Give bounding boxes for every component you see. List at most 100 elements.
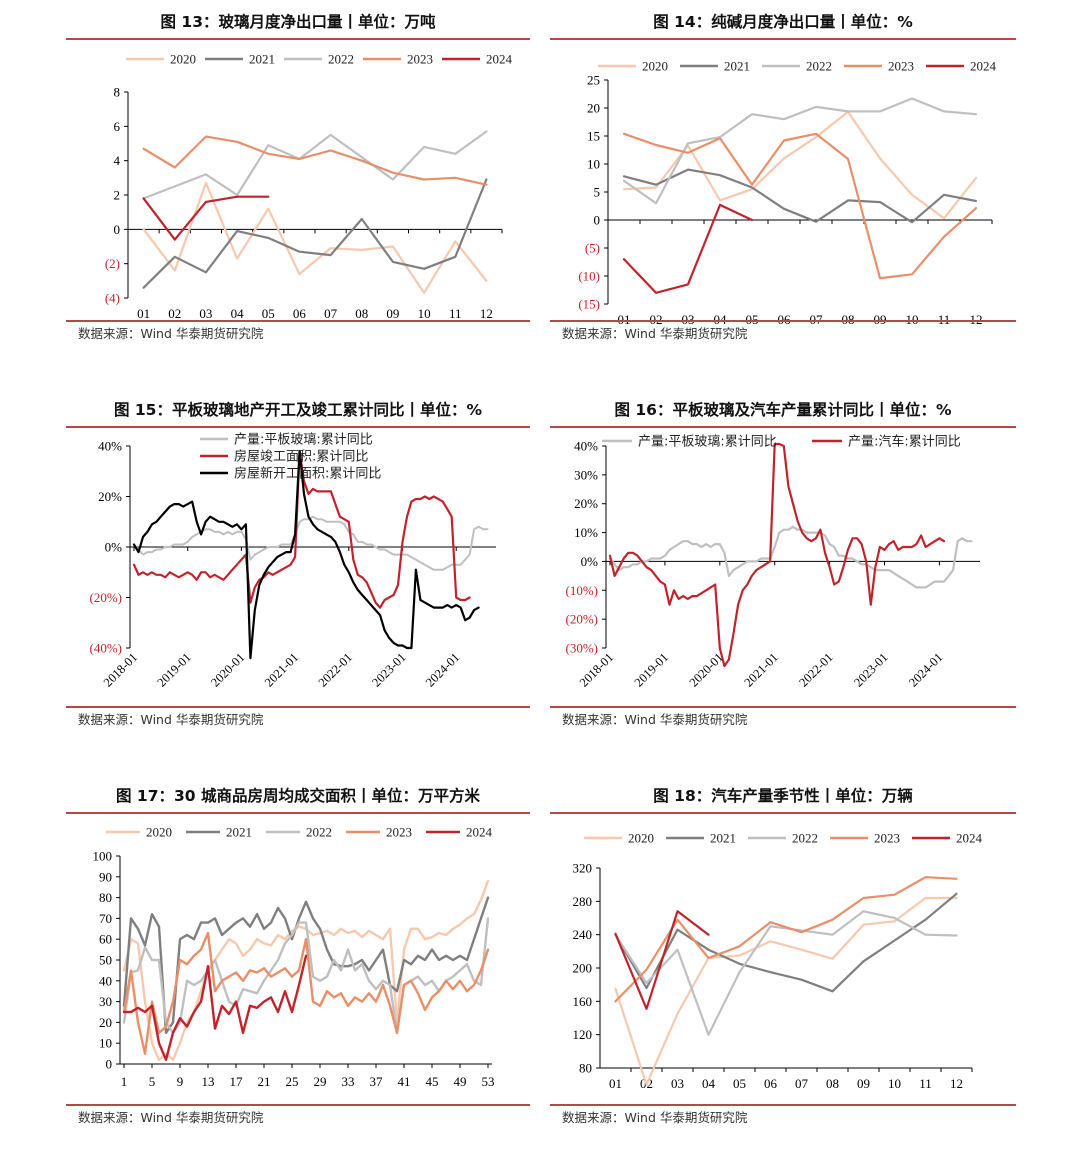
- x-tick-label: 41: [398, 1074, 411, 1089]
- y-tick-label: (5): [585, 241, 600, 256]
- x-tick-label: 04: [714, 312, 728, 327]
- series-line-4: [614, 910, 710, 1010]
- y-tick-label: 20: [587, 101, 600, 116]
- legend-label: 房屋竣工面积:累计同比: [234, 449, 368, 465]
- panel-figure-18: 图 18：汽车产量季节性丨单位：万辆 320 280 240 200 160 120 80 0…: [550, 784, 1016, 1130]
- series-line-4: [622, 203, 754, 294]
- source-note: 数据来源：Wind 华泰期货研究院: [78, 1110, 264, 1125]
- y-tick-label: (10): [578, 269, 600, 284]
- title-rule: [66, 38, 530, 40]
- x-tick-label: 2018-01: [577, 650, 616, 689]
- x-tick-label: 21: [258, 1074, 271, 1089]
- legend-label: 2022: [806, 59, 832, 74]
- x-tick-label: 2021-01: [262, 650, 301, 689]
- legend-label: 2020: [146, 825, 172, 840]
- series-line-1: [122, 896, 490, 1035]
- x-tick-label: 07: [324, 306, 338, 321]
- panel-figure-17: 图 17：30 城商品房周均成交面积丨单位：万平方米 100 90 80 70 60 50…: [66, 784, 530, 1130]
- x-tick-label: 2024-01: [423, 650, 462, 689]
- y-tick-label: 0%: [581, 554, 599, 569]
- chart-svg: 8 6 4 2 0 (2) (4) 01 02 03 04 05 06 07 08 09 10 11 12 2020 2…: [105, 52, 513, 322]
- x-tick-label: 2019-01: [154, 650, 193, 689]
- title-rule: [550, 38, 1016, 40]
- panel-figure-15: 图 15：平板玻璃地产开工及竣工累计同比丨单位：% 40% 20% 0% (20%) (…: [66, 398, 530, 734]
- x-tick-label: 05: [746, 312, 759, 327]
- legend-label: 2021: [226, 825, 252, 840]
- source-note: 数据来源：Wind 华泰期货研究院: [78, 326, 264, 341]
- chart-svg: 40% 20% 0% (20%) (40%)2018-01 2019-01 2020-01 2…: [90, 433, 496, 690]
- x-tick-label: 04: [231, 306, 245, 321]
- series-line-4: [122, 954, 308, 1062]
- chart-title: 图 16：平板玻璃及汽车产量累计同比丨单位：%: [614, 401, 952, 419]
- y-tick-label: 20%: [574, 496, 598, 511]
- series-line-2: [142, 130, 488, 200]
- y-tick-label: 50: [99, 953, 112, 968]
- y-tick-label: (30%): [566, 641, 599, 656]
- x-tick-label: 01: [137, 306, 150, 321]
- y-tick-label: 80: [579, 1061, 592, 1076]
- series-line-3: [614, 876, 958, 1003]
- y-tick-label: 10%: [574, 525, 598, 540]
- y-tick-label: 5: [594, 185, 601, 200]
- x-tick-label: 02: [650, 312, 663, 327]
- y-tick-label: 30: [99, 994, 112, 1009]
- bottom-rule: [550, 1104, 1016, 1106]
- source-note: 数据来源：Wind 华泰期货研究院: [562, 1110, 748, 1125]
- bottom-rule: [66, 1104, 530, 1106]
- series-line-0: [614, 896, 958, 1086]
- y-tick-label: 90: [99, 869, 112, 884]
- x-tick-label: 2023-01: [851, 650, 890, 689]
- x-tick-label: 37: [370, 1074, 384, 1089]
- y-tick-label: 240: [573, 927, 593, 942]
- x-tick-label: 2018-01: [101, 650, 140, 689]
- y-tick-label: 120: [573, 1027, 593, 1042]
- y-tick-label: 30%: [574, 467, 598, 482]
- y-tick-label: (15): [578, 297, 600, 312]
- y-tick-label: 0%: [105, 540, 123, 555]
- x-tick-label: 08: [826, 1076, 839, 1091]
- x-tick-label: 12: [950, 1076, 963, 1091]
- x-tick-label: 07: [795, 1076, 809, 1091]
- x-tick-label: 02: [168, 306, 181, 321]
- y-tick-label: 280: [573, 894, 593, 909]
- chart-svg: 40% 30% 20% 10% 0% (10%) (20%) (30%)2018-01 2019…: [566, 434, 980, 690]
- y-tick-label: (20%): [90, 590, 123, 605]
- series-line-2: [614, 910, 958, 1036]
- x-tick-label: 1: [121, 1074, 128, 1089]
- bottom-rule: [550, 706, 1016, 708]
- x-tick-label: 11: [449, 306, 462, 321]
- x-tick-label: 13: [202, 1074, 215, 1089]
- y-tick-label: (20%): [566, 612, 599, 627]
- y-tick-label: 100: [93, 849, 113, 864]
- x-tick-label: 49: [454, 1074, 467, 1089]
- x-tick-label: 17: [230, 1074, 244, 1089]
- legend-label: 2022: [306, 825, 332, 840]
- series-line-0: [133, 515, 489, 571]
- legend-label: 2020: [642, 59, 668, 74]
- series-line-3: [622, 132, 978, 280]
- x-tick-label: 2022-01: [316, 650, 355, 689]
- y-tick-label: (40%): [90, 641, 123, 656]
- y-tick-label: 10: [99, 1036, 112, 1051]
- source-note: 数据来源：Wind 华泰期货研究院: [562, 326, 748, 341]
- panel-figure-16: 图 16：平板玻璃及汽车产量累计同比丨单位：% 40% 30% 20% 10% 0% (1…: [550, 398, 1016, 734]
- y-tick-label: 40%: [574, 439, 598, 454]
- legend-label: 2020: [628, 831, 654, 846]
- legend-label: 2023: [888, 59, 914, 74]
- x-tick-label: 2019-01: [632, 650, 671, 689]
- x-tick-label: 2020-01: [687, 650, 726, 689]
- legend-label: 2024: [466, 825, 493, 840]
- y-tick-label: 160: [573, 994, 593, 1009]
- x-tick-label: 03: [199, 306, 212, 321]
- series-line-3: [142, 135, 488, 186]
- series-line-2: [122, 917, 490, 1035]
- y-tick-label: (10%): [566, 583, 599, 598]
- x-tick-label: 01: [618, 312, 631, 327]
- y-tick-label: 0: [106, 1057, 113, 1072]
- title-rule: [550, 812, 1016, 814]
- x-tick-label: 05: [733, 1076, 746, 1091]
- chart-title: 图 15：平板玻璃地产开工及竣工累计同比丨单位：%: [114, 401, 482, 419]
- x-tick-label: 12: [970, 312, 983, 327]
- x-tick-label: 10: [888, 1076, 901, 1091]
